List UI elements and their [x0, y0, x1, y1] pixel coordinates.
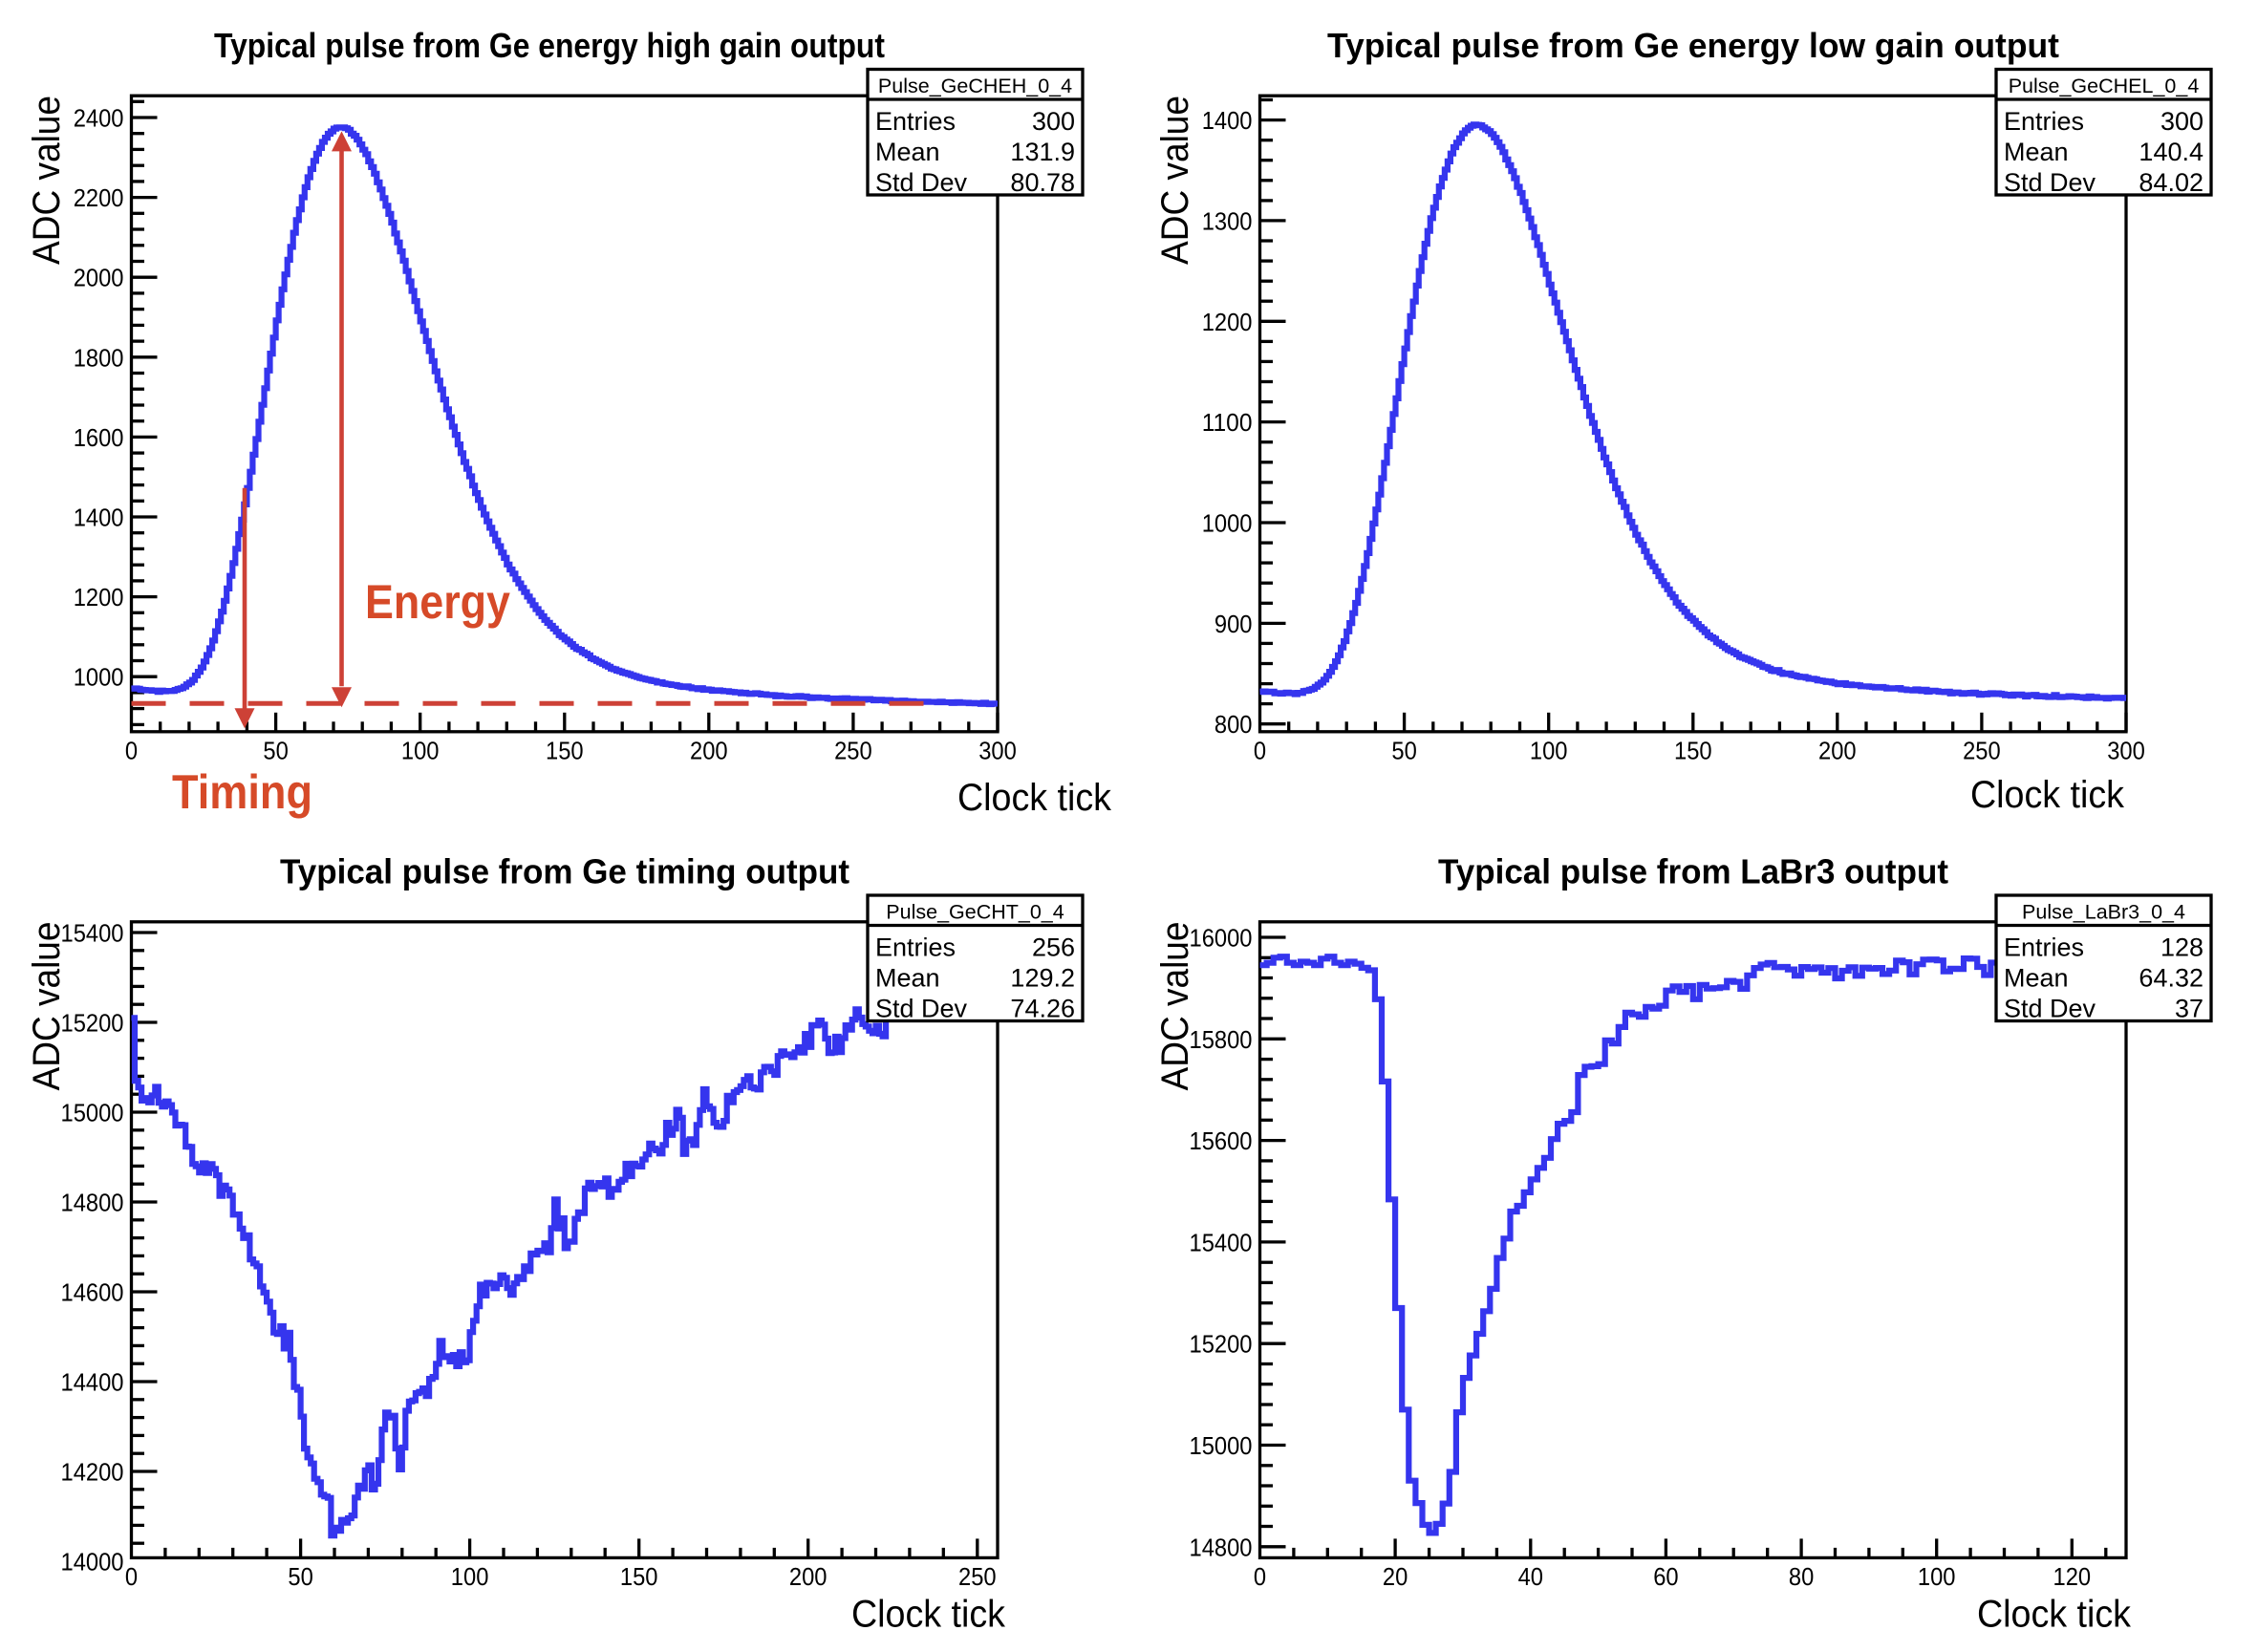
- svg-text:ADC value: ADC value: [26, 922, 68, 1091]
- svg-text:300: 300: [2107, 736, 2145, 764]
- svg-text:2400: 2400: [74, 104, 124, 133]
- svg-text:100: 100: [401, 736, 440, 764]
- svg-text:Pulse_GeCHT_0_4: Pulse_GeCHT_0_4: [886, 901, 1064, 924]
- svg-text:Std Dev: Std Dev: [2004, 168, 2096, 197]
- svg-text:100: 100: [451, 1562, 489, 1591]
- svg-text:Mean: Mean: [2004, 964, 2069, 993]
- svg-text:2000: 2000: [74, 264, 124, 292]
- svg-text:128: 128: [2160, 933, 2203, 962]
- svg-text:256: 256: [1032, 933, 1075, 962]
- svg-text:2200: 2200: [74, 183, 124, 212]
- svg-text:129.2: 129.2: [1010, 964, 1075, 993]
- svg-text:1300: 1300: [1202, 206, 1253, 235]
- svg-text:Pulse_GeCHEL_0_4: Pulse_GeCHEL_0_4: [2009, 75, 2200, 97]
- svg-text:Std Dev: Std Dev: [2004, 995, 2096, 1023]
- svg-text:40: 40: [1518, 1562, 1543, 1591]
- svg-text:120: 120: [2053, 1562, 2092, 1591]
- svg-text:Entries: Entries: [2004, 933, 2084, 962]
- svg-text:200: 200: [1818, 736, 1857, 764]
- svg-text:ADC value: ADC value: [26, 96, 68, 265]
- svg-text:250: 250: [834, 736, 872, 764]
- svg-text:200: 200: [789, 1562, 828, 1591]
- svg-text:64.32: 64.32: [2139, 964, 2203, 993]
- svg-text:14600: 14600: [61, 1278, 124, 1307]
- svg-text:14200: 14200: [61, 1458, 124, 1487]
- svg-text:Typical pulse from LaBr3 outpu: Typical pulse from LaBr3 output: [1438, 852, 1948, 891]
- svg-text:300: 300: [2160, 107, 2203, 136]
- svg-text:16000: 16000: [1190, 924, 1253, 953]
- svg-text:1400: 1400: [74, 504, 124, 532]
- svg-text:Entries: Entries: [875, 107, 956, 136]
- svg-text:1800: 1800: [74, 343, 124, 372]
- svg-text:900: 900: [1214, 610, 1253, 638]
- svg-text:50: 50: [1391, 736, 1416, 764]
- svg-text:Timing: Timing: [172, 765, 312, 819]
- svg-text:Entries: Entries: [2004, 107, 2084, 136]
- svg-text:Mean: Mean: [875, 964, 940, 993]
- svg-text:Clock tick: Clock tick: [1977, 1594, 2132, 1636]
- svg-text:80: 80: [1789, 1562, 1814, 1591]
- svg-text:Energy: Energy: [365, 575, 510, 629]
- svg-text:15200: 15200: [1190, 1330, 1253, 1359]
- svg-text:Clock tick: Clock tick: [957, 777, 1112, 819]
- svg-text:Typical pulse from Ge timing o: Typical pulse from Ge timing output: [280, 852, 849, 891]
- svg-text:1400: 1400: [1202, 106, 1253, 135]
- svg-text:0: 0: [125, 736, 138, 764]
- svg-text:150: 150: [1674, 736, 1712, 764]
- svg-text:50: 50: [288, 1562, 312, 1591]
- svg-text:1100: 1100: [1202, 408, 1253, 437]
- svg-text:20: 20: [1383, 1562, 1408, 1591]
- svg-text:1600: 1600: [74, 423, 124, 452]
- svg-text:1200: 1200: [1202, 308, 1253, 336]
- svg-text:37: 37: [2175, 995, 2203, 1023]
- svg-text:50: 50: [263, 736, 288, 764]
- svg-text:300: 300: [978, 736, 1017, 764]
- svg-text:140.4: 140.4: [2139, 138, 2203, 166]
- svg-text:250: 250: [958, 1562, 997, 1591]
- svg-text:150: 150: [620, 1562, 658, 1591]
- svg-text:14000: 14000: [61, 1548, 124, 1577]
- svg-text:1000: 1000: [1202, 509, 1253, 538]
- svg-text:Typical pulse from Ge energy l: Typical pulse from Ge energy low gain ou…: [1327, 26, 2059, 65]
- svg-text:Clock tick: Clock tick: [1970, 774, 2125, 816]
- svg-text:250: 250: [1963, 736, 2001, 764]
- svg-text:Pulse_LaBr3_0_4: Pulse_LaBr3_0_4: [2022, 901, 2185, 924]
- svg-text:Pulse_GeCHEH_0_4: Pulse_GeCHEH_0_4: [878, 75, 1072, 97]
- svg-text:15000: 15000: [61, 1099, 124, 1127]
- svg-text:100: 100: [1530, 736, 1568, 764]
- svg-text:14400: 14400: [61, 1368, 124, 1397]
- svg-text:60: 60: [1653, 1562, 1678, 1591]
- svg-text:Mean: Mean: [2004, 138, 2069, 166]
- svg-text:Typical pulse from Ge energy h: Typical pulse from Ge energy high gain o…: [214, 26, 885, 65]
- svg-text:ADC value: ADC value: [1154, 96, 1196, 265]
- svg-text:0: 0: [1254, 1562, 1266, 1591]
- svg-text:100: 100: [1918, 1562, 1956, 1591]
- svg-text:0: 0: [125, 1562, 138, 1591]
- svg-text:Mean: Mean: [875, 138, 940, 166]
- svg-text:14800: 14800: [1190, 1533, 1253, 1561]
- svg-text:800: 800: [1214, 710, 1253, 739]
- svg-text:300: 300: [1032, 107, 1075, 136]
- svg-text:Std Dev: Std Dev: [875, 168, 968, 197]
- svg-text:14800: 14800: [61, 1189, 124, 1217]
- svg-text:15400: 15400: [1190, 1228, 1253, 1256]
- svg-text:74.26: 74.26: [1010, 995, 1075, 1023]
- svg-text:150: 150: [546, 736, 584, 764]
- svg-text:Std Dev: Std Dev: [875, 995, 968, 1023]
- svg-text:15200: 15200: [61, 1009, 124, 1038]
- svg-text:15600: 15600: [1190, 1126, 1253, 1155]
- svg-text:84.02: 84.02: [2139, 168, 2203, 197]
- svg-text:200: 200: [690, 736, 728, 764]
- svg-text:1000: 1000: [74, 663, 124, 692]
- svg-text:Clock tick: Clock tick: [851, 1594, 1006, 1636]
- svg-text:0: 0: [1254, 736, 1266, 764]
- svg-text:1200: 1200: [74, 583, 124, 611]
- svg-text:131.9: 131.9: [1010, 138, 1075, 166]
- svg-text:15000: 15000: [1190, 1431, 1253, 1460]
- svg-text:15800: 15800: [1190, 1025, 1253, 1054]
- svg-text:ADC value: ADC value: [1154, 922, 1196, 1091]
- svg-text:Entries: Entries: [875, 933, 956, 962]
- svg-text:80.78: 80.78: [1010, 168, 1075, 197]
- svg-text:15400: 15400: [61, 919, 124, 948]
